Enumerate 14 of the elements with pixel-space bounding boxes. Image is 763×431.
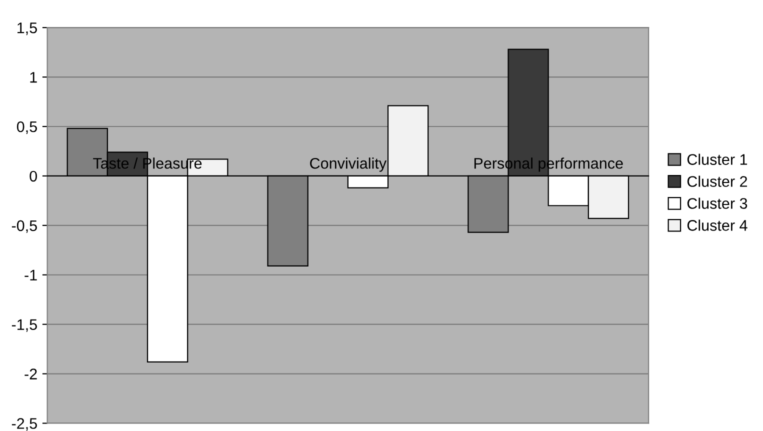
y-tick-label: -1 — [24, 270, 37, 280]
legend-label: Cluster 4 — [687, 220, 748, 231]
legend-label: Cluster 1 — [687, 154, 748, 165]
y-tick-label: -0,5 — [12, 220, 37, 233]
y-tick-label: 1 — [30, 72, 37, 83]
y-tick-label: -1,5 — [12, 319, 37, 332]
y-tick-label: 0,5 — [16, 121, 37, 134]
x-tick-label: Conviviality — [310, 158, 387, 172]
legend-label: Cluster 3 — [687, 198, 748, 209]
y-tick-label: 1,5 — [18, 22, 37, 36]
y-tick-label: -2,5 — [12, 418, 37, 431]
y-tick-label: -2 — [24, 368, 37, 380]
y-tick-label: 0 — [30, 170, 37, 182]
legend-label: Cluster 2 — [687, 176, 748, 187]
